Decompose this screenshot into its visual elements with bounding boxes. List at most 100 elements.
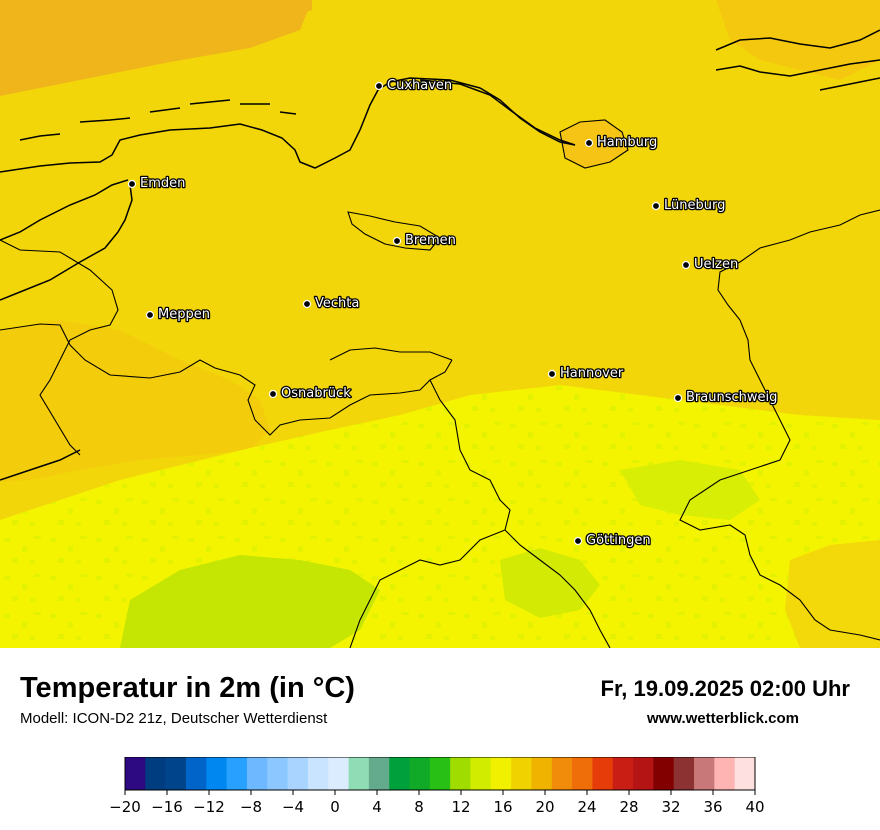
temperature-colorbar: −20 −16 −12 −8 −4 0 4 8 12 16 20 24 28 32 36 40 — [109, 757, 765, 816]
colorbar-cell — [429, 757, 451, 790]
city-label: Osnabrück — [281, 386, 351, 401]
city-osnabrueck: Osnabrück — [268, 385, 352, 402]
colorbar-cell — [267, 757, 288, 790]
colorbar-cell — [694, 757, 715, 790]
city-bremen: Bremen — [392, 232, 457, 249]
city-label: Cuxhaven — [387, 78, 452, 93]
colorbar-cell — [125, 757, 146, 790]
city-braunschweig: Braunschweig — [673, 389, 779, 406]
colorbar-cell — [185, 757, 207, 790]
city-meppen: Meppen — [145, 306, 211, 323]
colorbar-tick-label: −8 — [240, 798, 262, 816]
city-markers: Cuxhaven Hamburg Emden Lüneburg Bremen Uelzen… — [127, 77, 779, 549]
city-label: Hannover — [560, 366, 624, 381]
city-lueneburg: Lüneburg — [651, 197, 727, 214]
colorbar-cell — [409, 757, 431, 790]
sea-warm-region-2 — [0, 0, 312, 80]
colorbar-tick-label: 8 — [414, 798, 424, 816]
southeast-warm-region — [785, 540, 880, 648]
colorbar-cell — [348, 757, 370, 790]
city-label: Braunschweig — [686, 390, 777, 405]
colorbar-cell — [328, 757, 349, 790]
colorbar-cell — [490, 757, 512, 790]
colorbar-border — [124, 757, 756, 791]
colorbar-cell — [612, 757, 634, 790]
colorbar-cell — [633, 757, 654, 790]
colorbar-tick-label: 24 — [577, 798, 596, 816]
colorbar-tick-label: −12 — [193, 798, 225, 816]
city-hannover: Hannover — [547, 365, 625, 382]
colorbar-cell — [470, 757, 492, 790]
colorbar-tick-label: 36 — [703, 798, 722, 816]
colorbar-cell — [653, 757, 675, 790]
colorbar-cell — [368, 757, 390, 790]
city-label: Uelzen — [694, 257, 738, 272]
city-hamburg: Hamburg — [584, 134, 659, 151]
city-dot — [392, 236, 402, 246]
temperature-map: Cuxhaven Hamburg Emden Lüneburg Bremen Uelzen… — [0, 0, 880, 648]
city-label: Emden — [140, 176, 185, 191]
colorbar-tick-label: 16 — [493, 798, 512, 816]
coastlines — [0, 29, 880, 481]
city-dot — [127, 179, 137, 189]
northeast-warm-region — [716, 0, 880, 80]
colorbar-cell — [531, 757, 553, 790]
colorbar-tick-label: −16 — [151, 798, 183, 816]
colorbar-cell — [206, 757, 228, 790]
colorbar-cell — [450, 757, 471, 790]
colorbar-tick-label: 20 — [535, 798, 554, 816]
harz-cool-region — [620, 460, 760, 520]
city-uelzen: Uelzen — [681, 256, 739, 273]
city-label: Bremen — [405, 233, 456, 248]
colorbar-tick-label: 28 — [619, 798, 638, 816]
colorbar-ticks: −20 −16 −12 −8 −4 0 4 8 12 16 20 24 28 32 36 40 — [109, 790, 765, 816]
city-dot — [681, 260, 691, 270]
colorbar-tick-label: −4 — [282, 798, 304, 816]
city-cuxhaven: Cuxhaven — [374, 77, 453, 94]
model-source: Modell: ICON-D2 21z, Deutscher Wetterdie… — [20, 710, 328, 727]
city-emden: Emden — [127, 175, 187, 192]
forecast-datetime: Fr, 19.09.2025 02:00 Uhr — [600, 676, 851, 701]
colorbar-cell — [246, 757, 268, 790]
colorbar-cell — [592, 757, 614, 790]
city-dot — [374, 81, 384, 91]
colorbar-cell — [572, 757, 593, 790]
city-dot — [584, 138, 594, 148]
city-dot — [573, 536, 583, 546]
colorbar-tick-label: 12 — [451, 798, 470, 816]
colorbar-cells — [125, 757, 756, 790]
borders — [0, 119, 880, 648]
website-link[interactable]: www.wetterblick.com — [647, 710, 799, 727]
colorbar-cell — [307, 757, 329, 790]
city-label: Göttingen — [586, 533, 651, 548]
city-goettingen: Göttingen — [573, 532, 652, 549]
colorbar-cell — [734, 757, 756, 790]
colorbar-cell — [511, 757, 532, 790]
city-dot — [673, 393, 683, 403]
colorbar-cell — [551, 757, 573, 790]
city-dot — [302, 299, 312, 309]
city-vechta: Vechta — [302, 295, 361, 312]
colorbar-cell — [287, 757, 309, 790]
page-title: Temperatur in 2m (in °C) — [20, 672, 355, 704]
city-label: Hamburg — [597, 135, 657, 150]
colorbar-tick-label: 4 — [372, 798, 382, 816]
city-dot — [145, 310, 155, 320]
city-label: Vechta — [315, 296, 359, 311]
colorbar-cell — [389, 757, 410, 790]
city-dot — [268, 389, 278, 399]
colorbar-cell — [145, 757, 167, 790]
hills-green-region — [120, 555, 380, 648]
colorbar-tick-label: 0 — [330, 798, 340, 816]
colorbar-cell — [673, 757, 695, 790]
colorbar-cell — [165, 757, 187, 790]
colorbar-tick-label: −20 — [109, 798, 141, 816]
hamburg-warm-spot — [560, 120, 628, 168]
hills-green-region-2 — [500, 548, 600, 618]
colorbar-tick-label: 40 — [745, 798, 764, 816]
city-label: Lüneburg — [664, 198, 725, 213]
colorbar-cell — [226, 757, 248, 790]
colorbar-cell — [714, 757, 736, 790]
city-dot — [651, 201, 661, 211]
colorbar-tick-label: 32 — [661, 798, 680, 816]
